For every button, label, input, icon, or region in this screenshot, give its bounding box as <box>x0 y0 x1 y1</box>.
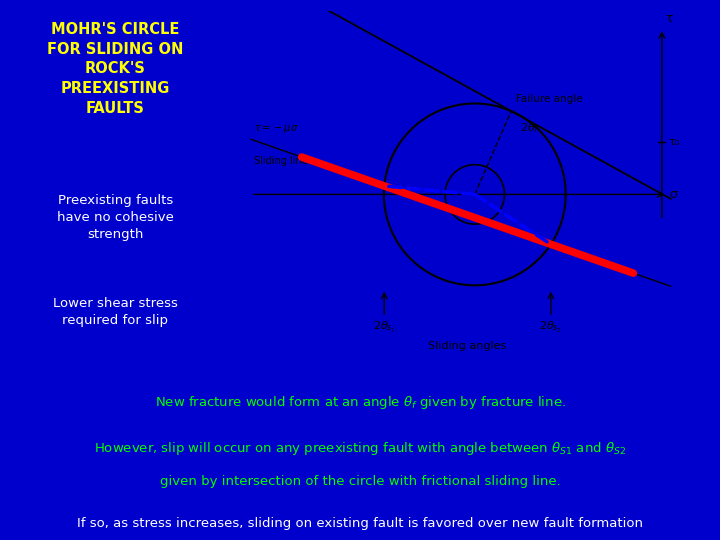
Text: If so, as stress increases, sliding on existing fault is favored over new fault : If so, as stress increases, sliding on e… <box>77 517 643 530</box>
Text: τ: τ <box>665 12 673 25</box>
Text: $2\theta_{s_1}$: $2\theta_{s_1}$ <box>373 320 396 335</box>
Text: σ: σ <box>669 188 677 201</box>
Text: τ₀: τ₀ <box>669 137 680 147</box>
Text: New fracture would form at an angle $\theta_f$ given by fracture line.: New fracture would form at an angle $\th… <box>155 394 565 411</box>
Text: $2\theta_{s_2}$: $2\theta_{s_2}$ <box>539 320 562 335</box>
Text: However, slip will occur on any preexisting fault with angle between $\theta_{S1: However, slip will occur on any preexist… <box>94 440 626 456</box>
Text: Failure angle: Failure angle <box>516 94 583 104</box>
Text: Lower shear stress
required for slip: Lower shear stress required for slip <box>53 297 178 327</box>
Text: Sliding line: Sliding line <box>254 156 308 166</box>
Text: given by intersection of the circle with frictional sliding line.: given by intersection of the circle with… <box>160 475 560 488</box>
Text: $2\theta_f$: $2\theta_f$ <box>520 122 539 136</box>
Text: $\tau = -\mu\sigma$: $\tau = -\mu\sigma$ <box>254 123 299 136</box>
Text: Sliding angles: Sliding angles <box>428 341 507 352</box>
Text: MOHR'S CIRCLE
FOR SLIDING ON
ROCK'S
PREEXISTING
FAULTS: MOHR'S CIRCLE FOR SLIDING ON ROCK'S PREE… <box>47 22 184 116</box>
Text: Preexisting faults
have no cohesive
strength: Preexisting faults have no cohesive stre… <box>57 194 174 241</box>
